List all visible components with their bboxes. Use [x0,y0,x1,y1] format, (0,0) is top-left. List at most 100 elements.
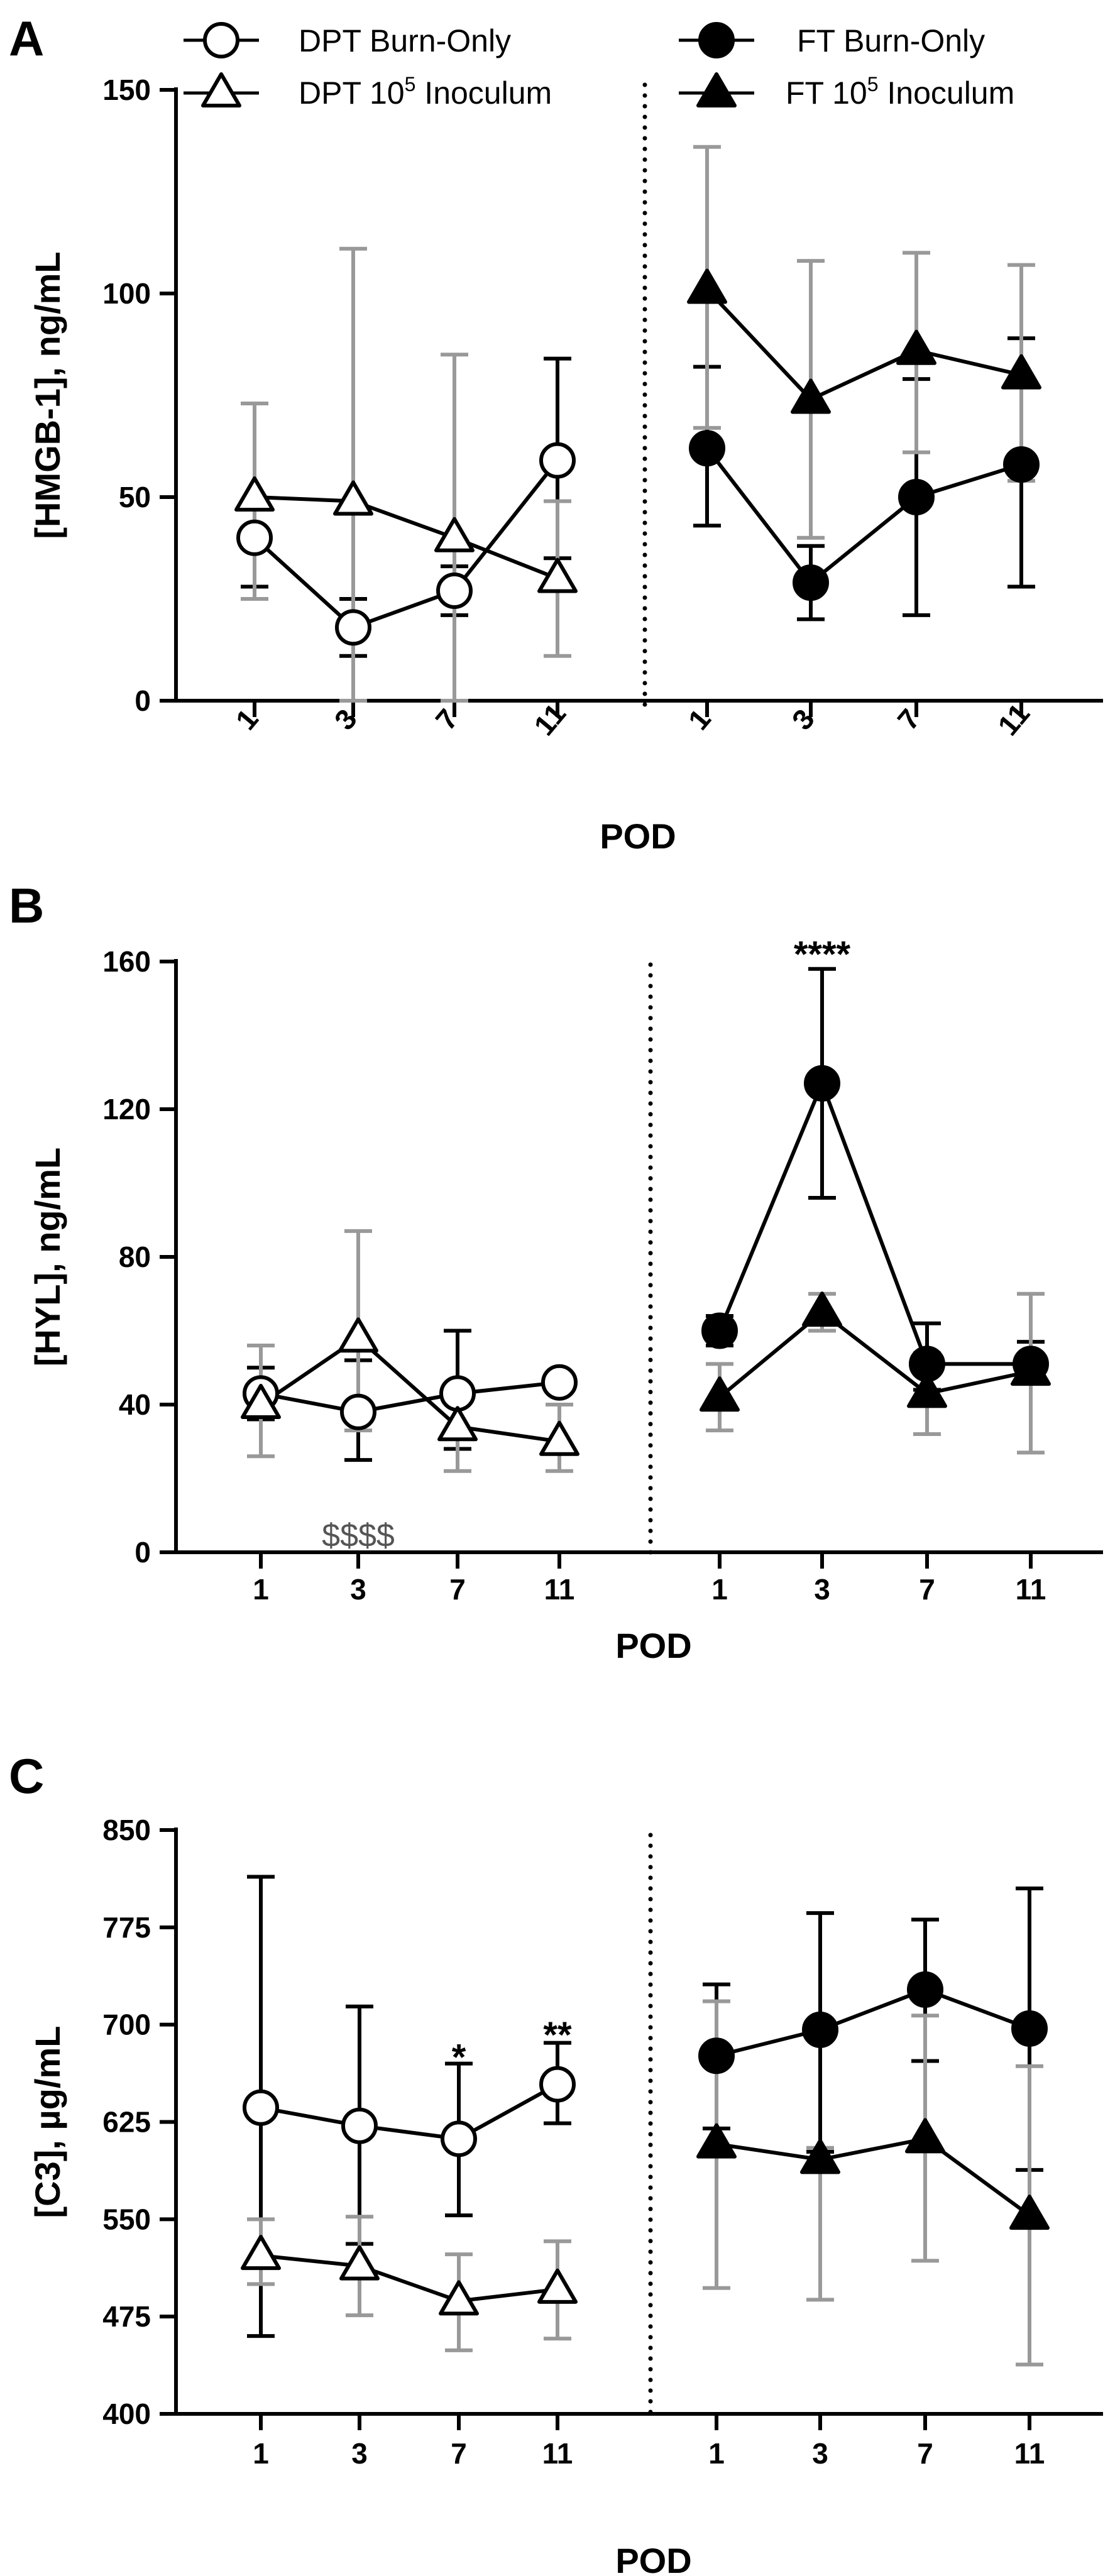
panel-b-ft-x-tick-label: 3 [814,1573,830,1606]
panel-a-x-axis-label: POD [600,816,676,856]
panel-c-point-triangle-open [537,2268,578,2304]
panel-a-point-triangle-open [333,480,373,516]
legend-marker-triangle-open [201,72,241,107]
legend-label-dpt-inoc-rest: Inoculum [415,75,552,111]
panel-b-point-triangle-open [539,1420,579,1456]
legend-label-dpt-inoc-base: DPT 10 [299,75,405,111]
panel-a-point-circle-filled [689,430,725,467]
panel-b-point-triangle-open [241,1384,281,1419]
panel-c-y-tick-label: 550 [102,2203,151,2235]
panel-c-ft-x-tick-label: 3 [812,2437,828,2470]
panel-a-series-line-3 [705,288,1022,402]
panel-b-x-axis-label: POD [615,1626,691,1665]
panel-a-point-circle-filled [1003,446,1040,483]
panel-a-point-triangle-open [434,517,475,552]
legend-label-dpt-inoc-sup: 5 [405,73,416,96]
panel-c-ft-x-tick-label: 1 [708,2437,725,2470]
panel-c-point-circle-filled [802,2011,838,2048]
panel-a-ft-x-tick-label: 1 [682,703,717,736]
panel-a-point-triangle-open [234,476,275,512]
panel-b-y-tick-label: 120 [102,1093,151,1126]
panel-c-series-layer [241,1875,1050,2367]
panel-a-point-circle-open [539,442,576,479]
panel-c-dpt-x-tick-label: 1 [253,2437,269,2470]
legend-label-ft-inoc-sup: 5 [867,73,879,96]
panel-b-series-layer [241,967,1051,1473]
panel-c-point-circle-open [341,2107,378,2144]
panel-c-dpt-x-tick-label: 11 [542,2437,573,2470]
panel-c-point-triangle-open [439,2280,479,2316]
panel-a-point-circle-filled [898,479,935,515]
panel-c-series-line-3 [716,2137,1031,2217]
panel-b-series-line-2 [718,1081,1031,1366]
legend-label-dpt-inoc: DPT 105 Inoculum [299,73,552,111]
legend-label-ft-inoc: FT 105 Inoculum [786,73,1014,111]
legend: DPT Burn-Only DPT 105 Inoculum FT Burn-O… [184,22,1014,111]
panel-b-ft-x-tick-label: 1 [711,1573,728,1606]
panel-b-point-triangle-filled [907,1373,947,1408]
panel-b-series-line-3 [718,1310,1031,1399]
legend-item-dpt-inoc: DPT 105 Inoculum [184,72,552,111]
legend-label-dpt-burn: DPT Burn-Only [299,23,511,58]
panel-a-series-line-0 [253,459,559,630]
panel-b-significance-annotation: **** [794,934,851,975]
panel-b-dpt-x-tick-label: 3 [350,1573,366,1606]
panel-a-dpt-x-tick-label: 1 [229,703,265,736]
panel-a-point-triangle-filled [896,329,936,365]
panel-b-y-axis-label: [HYL], ng/mL [28,1148,67,1366]
panel-b-y-tick-label: 0 [135,1536,151,1569]
panel-c-ft-x-tick-label: 11 [1014,2437,1045,2470]
panel-b-point-circle-open [439,1375,476,1412]
panel-a-dpt-x-tick-label: 11 [527,697,572,742]
panel-b-point-circle-open [541,1364,578,1401]
panel-c-y-tick-label: 775 [102,1911,151,1944]
panel-b-dpt-x-tick-label: 11 [544,1573,575,1606]
panel-b-ft-x-tick-label: 11 [1016,1573,1046,1606]
panel-a-ft-x-tick-label: 3 [786,703,821,736]
panel-c-point-triangle-filled [905,2118,945,2154]
panel-c-point-triangle-filled [696,2123,737,2159]
panel-letter-b: B [9,878,44,933]
panel-b-ft-x-tick-label: 7 [919,1573,935,1606]
panel-c-y-tick-label: 400 [102,2398,151,2430]
panel-a-ft-x-tick-label: 7 [891,703,926,736]
panel-c-y-tick-label: 850 [102,1814,151,1846]
panel-c-y-tick-label: 700 [102,2009,151,2041]
legend-item-dpt-burn: DPT Burn-Only [184,22,511,58]
legend-label-ft-inoc-base: FT 10 [786,75,867,111]
legend-marker-triangle-filled [696,72,737,107]
legend-label-ft-burn: FT Burn-Only [797,23,985,58]
panel-c-y-tick-label: 625 [102,2106,151,2139]
panel-c-y-tick-label: 475 [102,2300,151,2333]
panel-b-dpt-x-tick-label: 7 [449,1573,466,1606]
panel-a-ft-x-tick-label: 11 [991,697,1036,742]
panel-c-point-circle-open [441,2120,477,2157]
panel-c-point-circle-open [539,2066,576,2103]
panel-a-dpt-x-tick-label: 7 [429,703,464,736]
legend-marker-circle-open [203,22,239,58]
panel-b-y-tick-label: 40 [119,1388,151,1421]
panel-b-series-line-0 [260,1380,560,1414]
panel-c-point-triangle-filled [1009,2195,1050,2230]
panel-a-series-layer [234,145,1041,703]
legend-marker-circle-filled [698,22,735,58]
panel-a-point-circle-open [236,519,273,556]
panel-c-x-axis-label: POD [615,2541,691,2576]
panel-b-point-triangle-open [338,1317,378,1353]
panel-c-y-axis-label: [C3], µg/mL [28,2025,67,2218]
panel-c-point-circle-filled [698,2037,735,2075]
panel-a-y-tick-label: 150 [102,74,151,106]
panel-a-point-circle-open [335,609,371,646]
panel-c-point-triangle-filled [800,2139,840,2174]
panel-a-y-tick-label: 50 [119,481,151,513]
panel-b-dpt-x-tick-label: 1 [253,1573,269,1606]
panel-b-point-circle-filled [804,1065,840,1102]
panel-c-point-circle-filled [907,1971,943,2008]
panel-c-series-line-2 [716,1987,1031,2058]
panel-b-point-triangle-filled [802,1291,842,1327]
panel-b-point-triangle-filled [700,1376,740,1412]
legend-item-ft-burn: FT Burn-Only [679,22,985,58]
